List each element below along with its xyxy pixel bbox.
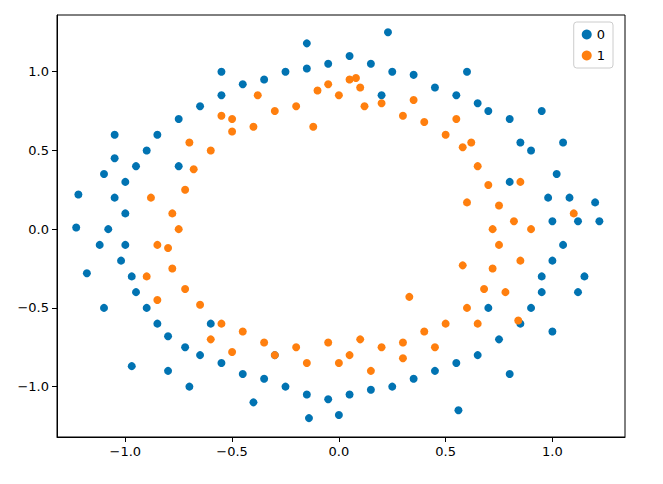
svg-text:−0.5: −0.5 — [17, 300, 49, 315]
svg-text:0: 0 — [597, 27, 605, 42]
svg-text:0.5: 0.5 — [28, 143, 49, 158]
svg-text:0.0: 0.0 — [28, 222, 49, 237]
svg-text:−0.5: −0.5 — [216, 444, 248, 459]
svg-text:0.0: 0.0 — [329, 444, 350, 459]
svg-text:−1.0: −1.0 — [110, 444, 142, 459]
svg-text:1: 1 — [597, 48, 605, 63]
svg-text:0.5: 0.5 — [435, 444, 456, 459]
svg-text:1.0: 1.0 — [28, 64, 49, 79]
svg-text:1.0: 1.0 — [542, 444, 563, 459]
svg-text:−1.0: −1.0 — [17, 379, 49, 394]
